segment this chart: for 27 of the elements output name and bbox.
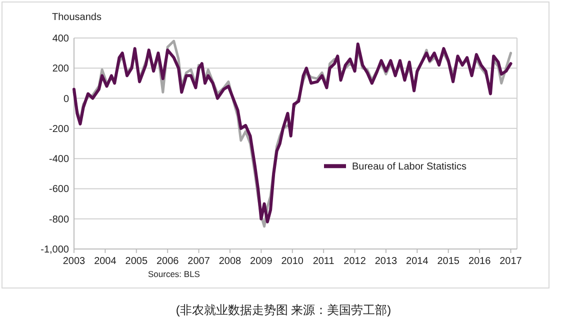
x-tick-label: 2005 (125, 256, 148, 267)
x-tick-label: 2006 (156, 256, 180, 267)
x-tick-label: 2011 (312, 256, 335, 267)
x-tick-label: 2016 (468, 256, 492, 267)
x-tick-label: 2004 (94, 256, 117, 267)
x-tick-label: 2003 (62, 256, 86, 267)
x-tick-label: 2017 (500, 256, 522, 267)
y-tick-label: -400 (48, 154, 70, 166)
y-tick-label: -200 (48, 124, 70, 135)
source-note: Sources: BLS (148, 269, 200, 279)
x-tick-label: 2007 (188, 256, 210, 267)
x-tick-label: 2012 (344, 256, 366, 267)
x-tick-label: 2014 (406, 256, 429, 267)
y-tick-label: 0 (63, 94, 70, 105)
x-tick-label: 2010 (281, 256, 304, 267)
y-tick-label: -800 (48, 214, 70, 226)
y-tick-label: -1,000 (40, 244, 70, 256)
text: (非农就业数据走势图 来源：美国劳工部) (176, 303, 392, 317)
x-tick-label: 2015 (437, 256, 460, 267)
y-tick-label: 400 (52, 34, 70, 44)
legend-label: Bureau of Labor Statistics (352, 162, 467, 173)
y-tick-label: -600 (48, 184, 70, 196)
x-tick-label: 2009 (250, 256, 273, 267)
y-tick-label: 200 (52, 64, 70, 75)
y-axis-title: Thousands (52, 12, 102, 23)
x-tick-label: 2008 (218, 256, 242, 267)
x-tick-label: 2013 (374, 256, 398, 267)
